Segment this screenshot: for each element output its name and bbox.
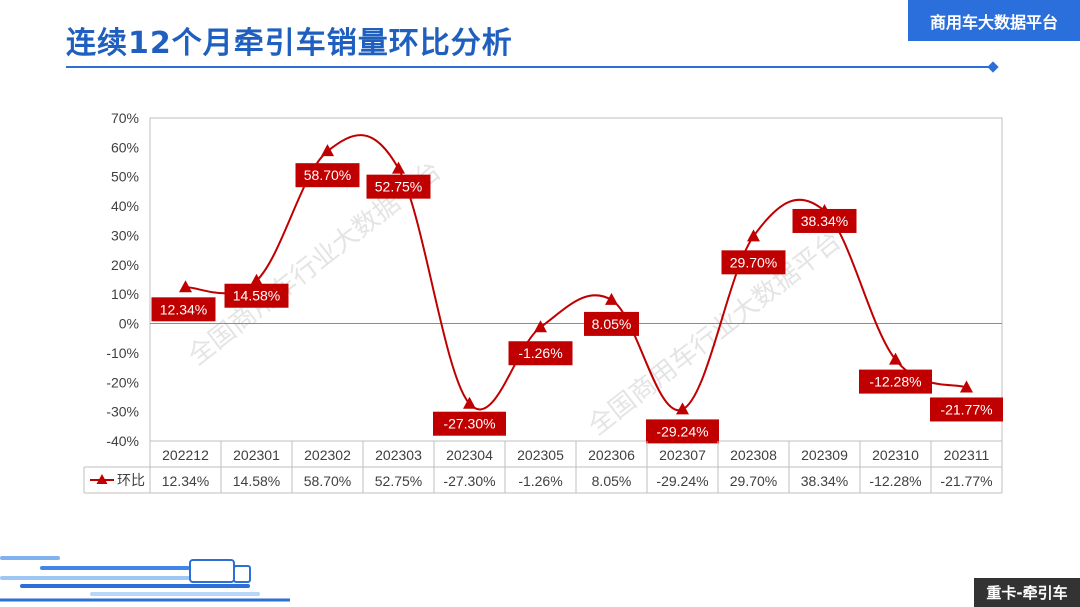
y-tick-label: 20% [111, 257, 139, 273]
y-tick-label: -10% [106, 345, 139, 361]
series-marker [960, 380, 973, 393]
table-value: -29.24% [656, 473, 708, 489]
data-label-box [508, 341, 573, 366]
table-value: 52.75% [375, 473, 422, 489]
x-tick-label: 202305 [517, 447, 564, 463]
y-tick-label: 30% [111, 227, 139, 243]
data-label-box [792, 208, 857, 233]
y-tick-label: -30% [106, 404, 139, 420]
y-tick-label: 0% [119, 316, 139, 332]
x-tick-label: 202311 [944, 447, 990, 463]
y-tick-label: 40% [111, 198, 139, 214]
data-label-box [646, 419, 719, 444]
x-tick-label: 202301 [233, 447, 280, 463]
x-tick-label: 202212 [162, 447, 209, 463]
data-label: 29.70% [730, 254, 777, 270]
x-tick-label: 202307 [659, 447, 706, 463]
data-label-box [366, 174, 431, 199]
y-tick-label: -20% [106, 374, 139, 390]
data-label-box [151, 297, 216, 322]
data-label-box [721, 250, 786, 275]
table-value: -12.28% [869, 473, 921, 489]
data-label: 52.75% [375, 179, 422, 195]
y-tick-label: 50% [111, 169, 139, 185]
data-label: 12.34% [160, 301, 207, 317]
data-label: 58.70% [304, 167, 351, 183]
x-tick-label: 202304 [446, 447, 493, 463]
data-label-box [224, 283, 289, 308]
truck-cab-icon [233, 565, 251, 583]
series-marker [605, 292, 618, 305]
decor-streak [0, 576, 190, 580]
data-label: -21.77% [940, 401, 992, 417]
table-value: 12.34% [162, 473, 209, 489]
series-marker [392, 161, 405, 174]
series-marker [321, 144, 334, 157]
series-marker [676, 402, 689, 415]
title-rule [66, 66, 994, 68]
data-label: -29.24% [656, 423, 708, 439]
truck-icon [189, 559, 235, 583]
data-label-box [584, 311, 639, 336]
table-value: -27.30% [443, 473, 495, 489]
data-label: 8.05% [592, 316, 632, 332]
data-label-box [859, 369, 932, 394]
data-label: -1.26% [518, 345, 562, 361]
x-tick-label: 202309 [801, 447, 848, 463]
footer-tag: 重卡-牵引车 [974, 578, 1080, 607]
legend-marker [96, 474, 108, 484]
series-marker [889, 352, 902, 365]
series-marker [747, 229, 760, 242]
data-label: 38.34% [801, 213, 848, 229]
table-value: 8.05% [592, 473, 632, 489]
decor-streak [0, 556, 60, 560]
decor-streak [20, 584, 250, 588]
data-label: -27.30% [443, 416, 495, 432]
x-tick-label: 202308 [730, 447, 777, 463]
data-label: 14.58% [233, 288, 280, 304]
x-tick-label: 202310 [872, 447, 919, 463]
x-tick-label: 202302 [304, 447, 351, 463]
decor-streak [90, 592, 260, 596]
y-tick-label: 70% [111, 110, 139, 126]
data-label-box [433, 411, 506, 436]
decor-streak [40, 566, 190, 570]
data-label-box [295, 163, 360, 188]
y-tick-label: -40% [106, 433, 139, 449]
table-value: -21.77% [940, 473, 992, 489]
page-title: 连续12个月牵引车销量环比分析 [66, 26, 513, 61]
table-value: 29.70% [730, 473, 777, 489]
x-tick-label: 202306 [588, 447, 635, 463]
y-tick-label: 10% [111, 286, 139, 302]
table-value: 58.70% [304, 473, 351, 489]
y-tick-label: 60% [111, 139, 139, 155]
data-label-box [930, 397, 1003, 422]
table-value: 14.58% [233, 473, 280, 489]
series-marker [463, 396, 476, 409]
data-label: -12.28% [869, 374, 921, 390]
series-marker [250, 273, 263, 286]
table-value: -1.26% [518, 473, 562, 489]
legend-label: 环比 [117, 472, 145, 488]
x-tick-label: 202303 [375, 447, 422, 463]
brand-badge: 商用车大数据平台 [908, 0, 1080, 41]
table-value: 38.34% [801, 473, 848, 489]
series-marker [534, 320, 547, 333]
series-marker [179, 280, 192, 293]
